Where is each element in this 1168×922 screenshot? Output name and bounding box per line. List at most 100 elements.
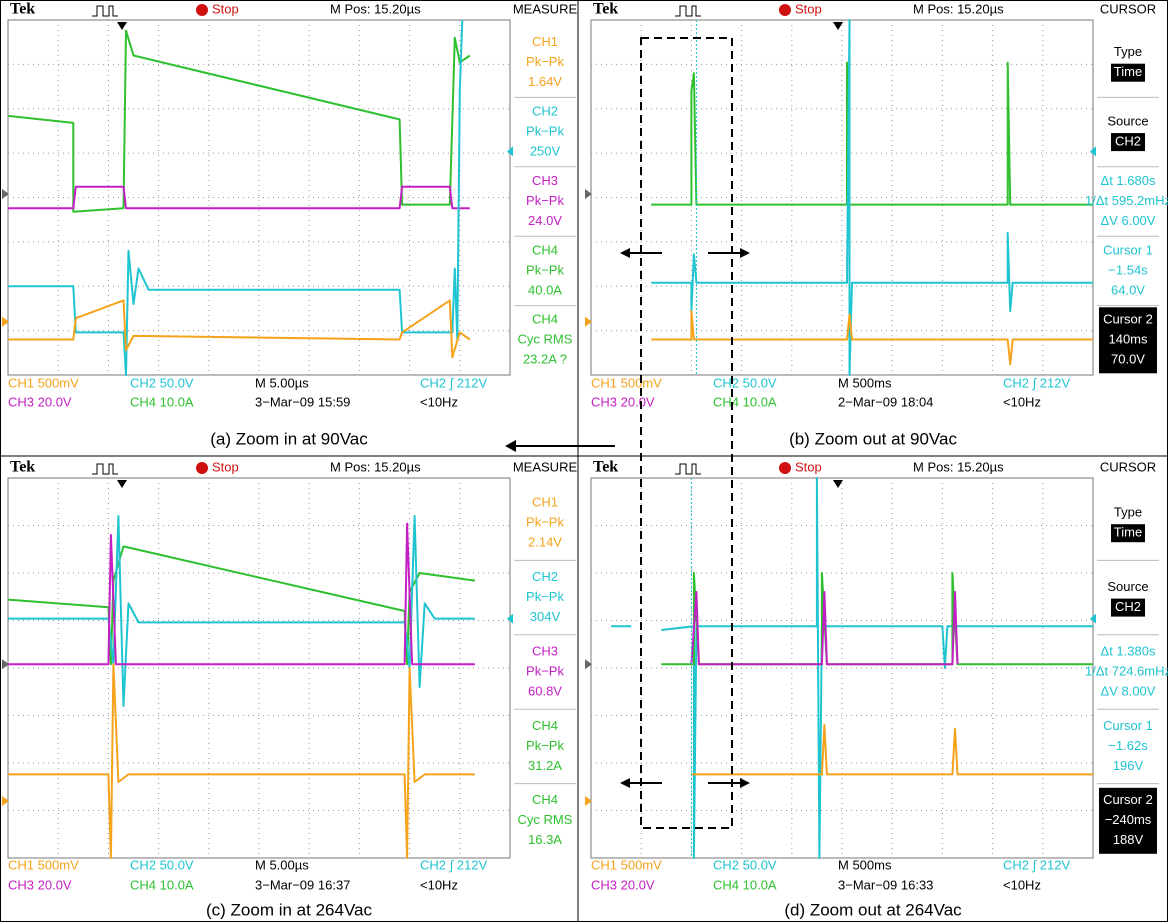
menu-item: 60.8V: [528, 683, 562, 698]
status-text: CH1 500mV: [8, 857, 79, 872]
position: M Pos: 15.20µs: [330, 459, 421, 474]
brand: Tek: [593, 459, 618, 476]
menu-item: 16.3A: [528, 832, 562, 847]
position: M Pos: 15.20µs: [913, 459, 1004, 474]
menu-item: 250V: [530, 144, 561, 159]
stop-dot: [196, 462, 208, 474]
status-text: CH2 ∫ 212V: [1003, 857, 1070, 872]
menu-item: CH4: [532, 312, 558, 327]
menu-item: −240ms: [1105, 812, 1152, 827]
menu-item: 40.0A: [528, 282, 562, 297]
status-text: <10Hz: [420, 394, 458, 409]
status-text: CH2 50.0V: [130, 857, 194, 872]
menu-item: ΔV 6.00V: [1101, 213, 1156, 228]
status-text: CH2 50.0V: [130, 375, 194, 390]
stop-dot: [779, 4, 791, 16]
menu-item: CH4: [532, 792, 558, 807]
menu-title: CURSOR: [1100, 1, 1156, 16]
menu-item: Cyc RMS: [518, 812, 573, 827]
status-text: 3−Mar−09 16:33: [838, 877, 933, 892]
status-text: M 500ms: [838, 375, 892, 390]
status-text: CH4 10.0A: [713, 877, 777, 892]
menu-item: −1.54s: [1108, 262, 1148, 277]
menu-item: Pk−Pk: [526, 54, 564, 69]
status-text: 2−Mar−09 18:04: [838, 394, 933, 409]
brand: Tek: [593, 1, 618, 18]
menu-item: CH3: [532, 173, 558, 188]
menu-item: 1/Δt 595.2mHz: [1085, 193, 1168, 208]
menu-item: Pk−Pk: [526, 124, 564, 139]
menu-item: CH2: [532, 569, 558, 584]
menu-item: Source: [1107, 114, 1148, 129]
menu-item: CH4: [532, 242, 558, 257]
menu-item: 70.0V: [1111, 352, 1145, 367]
run-state: Stop: [795, 459, 822, 474]
menu-item: 24.0V: [528, 213, 562, 228]
menu-item: 304V: [530, 609, 561, 624]
menu-item: Type: [1114, 44, 1142, 59]
status-text: CH1 500mV: [591, 857, 662, 872]
menu-item: 23.2A ?: [523, 352, 567, 367]
menu-item: Source: [1107, 579, 1148, 594]
status-text: CH3 20.0V: [591, 877, 655, 892]
menu-item: Δt 1.680s: [1101, 173, 1156, 188]
menu-item: Pk−Pk: [526, 193, 564, 208]
status-text: 3−Mar−09 15:59: [255, 394, 350, 409]
status-text: 3−Mar−09 16:37: [255, 877, 350, 892]
status-text: M 5.00µs: [255, 857, 309, 872]
status-text: CH2 50.0V: [713, 375, 777, 390]
stop-dot: [196, 4, 208, 16]
status-text: M 500ms: [838, 857, 892, 872]
run-state: Stop: [212, 459, 239, 474]
menu-item: CH4: [532, 718, 558, 733]
status-text: CH2 ∫ 212V: [420, 857, 487, 872]
menu-item: Cursor 2: [1103, 312, 1153, 327]
menu-item: Cursor 1: [1103, 242, 1153, 257]
menu-item: Cursor 1: [1103, 718, 1153, 733]
menu-item: 196V: [1113, 758, 1144, 773]
menu-item: Cyc RMS: [518, 332, 573, 347]
status-text: CH1 500mV: [8, 375, 79, 390]
menu-item: 1/Δt 724.6mHz: [1085, 663, 1168, 678]
menu-item: 31.2A: [528, 758, 562, 773]
stop-dot: [779, 462, 791, 474]
menu-item: Pk−Pk: [526, 738, 564, 753]
status-text: CH1 500mV: [591, 375, 662, 390]
menu-item: Pk−Pk: [526, 589, 564, 604]
run-state: Stop: [212, 1, 239, 16]
menu-item: Pk−Pk: [526, 262, 564, 277]
status-text: CH3 20.0V: [8, 394, 72, 409]
menu-item: ΔV 8.00V: [1101, 683, 1156, 698]
status-text: CH4 10.0A: [130, 877, 194, 892]
menu-item: −1.62s: [1108, 738, 1148, 753]
status-text: CH2 ∫ 212V: [420, 375, 487, 390]
menu-item: Time: [1114, 525, 1142, 540]
menu-item: 1.64V: [528, 74, 562, 89]
menu-item: CH1: [532, 34, 558, 49]
menu-item: 188V: [1113, 832, 1144, 847]
menu-item: CH3: [532, 643, 558, 658]
status-text: CH2 ∫ 212V: [1003, 375, 1070, 390]
menu-item: CH2: [1115, 134, 1141, 149]
caption: (b) Zoom out at 90Vac: [789, 429, 957, 448]
menu-item: Pk−Pk: [526, 663, 564, 678]
status-text: <10Hz: [1003, 877, 1041, 892]
brand: Tek: [10, 459, 35, 476]
menu-item: 140ms: [1108, 332, 1148, 347]
status-text: M 5.00µs: [255, 375, 309, 390]
caption: (a) Zoom in at 90Vac: [210, 429, 368, 448]
menu-item: CH1: [532, 495, 558, 510]
caption: (d) Zoom out at 264Vac: [784, 900, 962, 919]
status-text: <10Hz: [420, 877, 458, 892]
position: M Pos: 15.20µs: [913, 1, 1004, 16]
menu-title: CURSOR: [1100, 459, 1156, 474]
menu-item: Pk−Pk: [526, 515, 564, 530]
figure: Tek Stop M Pos: 15.20µs MEASURE CH1 Pk−Pk 1.64…: [0, 0, 1168, 922]
run-state: Stop: [795, 1, 822, 16]
position: M Pos: 15.20µs: [330, 1, 421, 16]
menu-item: 2.14V: [528, 535, 562, 550]
menu-item: Δt 1.380s: [1101, 643, 1156, 658]
status-text: <10Hz: [1003, 394, 1041, 409]
menu-title: MEASURE: [513, 1, 578, 16]
status-text: CH2 50.0V: [713, 857, 777, 872]
